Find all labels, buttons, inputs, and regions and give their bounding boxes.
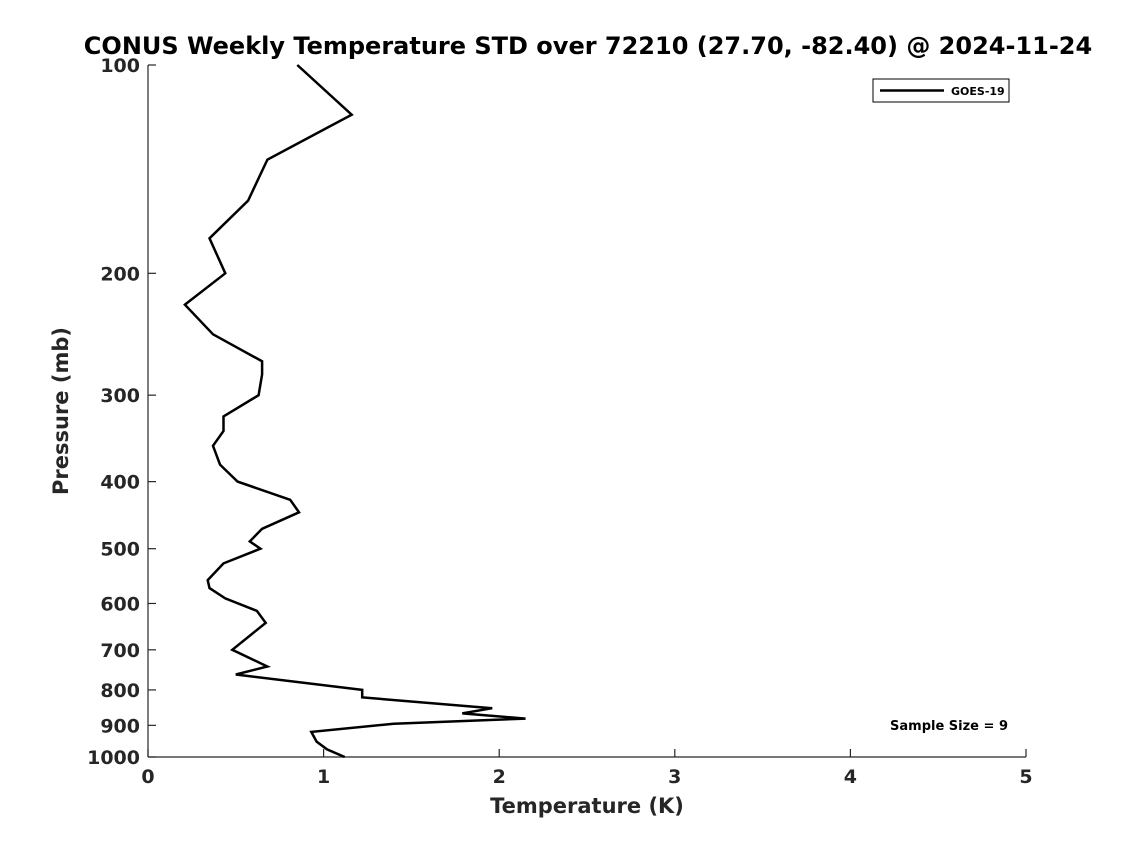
y-tick-label: 100: [100, 55, 140, 77]
x-tick-label: 2: [493, 766, 506, 788]
series-line-goes-19: [183, 64, 526, 759]
y-tick-label: 1000: [87, 747, 140, 769]
chart-title: CONUS Weekly Temperature STD over 72210 …: [84, 32, 1092, 60]
y-tick-label: 600: [100, 593, 140, 615]
y-tick-label: 500: [100, 539, 140, 561]
y-tick-label: 900: [100, 715, 140, 737]
y-tick-label: 200: [100, 263, 140, 285]
y-tick-label: 800: [100, 680, 140, 702]
x-tick-label: 1: [317, 766, 330, 788]
y-tick-label: 300: [100, 385, 140, 407]
y-axis-ticks: 100 200 300 400 500 600 700 800 900 1000: [87, 55, 156, 769]
legend: GOES-19: [872, 78, 1010, 103]
series-layer: [183, 64, 526, 759]
x-axis-label: Temperature (K): [490, 794, 684, 818]
plot-area: [147, 65, 1026, 758]
y-tick-label: 400: [100, 472, 140, 494]
y-tick-label: 700: [100, 640, 140, 662]
y-axis-label: Pressure (mb): [49, 327, 73, 495]
x-tick-label: 4: [844, 766, 857, 788]
x-tick-label: 0: [141, 766, 154, 788]
x-tick-label: 5: [1019, 766, 1032, 788]
legend-label-goes-19: GOES-19: [951, 85, 1005, 98]
x-tick-label: 3: [668, 766, 681, 788]
plot-background: [148, 65, 1026, 757]
x-axis-ticks: 0 1 2 3 4 5: [141, 749, 1033, 788]
sample-size-annotation: Sample Size = 9: [890, 719, 1008, 734]
